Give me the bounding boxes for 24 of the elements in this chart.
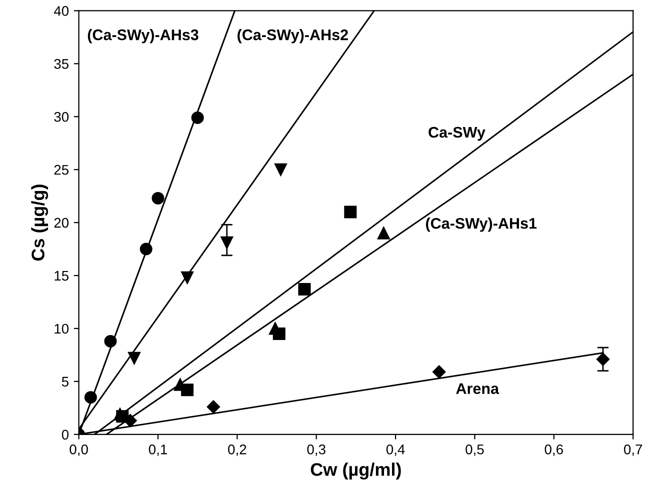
y-tick-label: 40 — [54, 6, 69, 16]
y-tick-label: 10 — [54, 324, 69, 334]
x-tick-label: 0,6 — [544, 444, 563, 456]
x-axis-title: Cw (µg/ml) — [310, 462, 401, 480]
x-tick-label: 0,5 — [466, 444, 484, 456]
annotation: (Ca-SWy)-AHs2 — [238, 29, 348, 44]
annotation: (Ca-SWy)-AHs3 — [88, 29, 198, 44]
y-tick-label: 5 — [62, 376, 69, 387]
y-tick-label: 25 — [54, 164, 69, 175]
y-tick-label: 35 — [54, 59, 69, 69]
annotation: (Ca-SWy)-AHs1 — [426, 218, 537, 232]
x-tick-label: 0,1 — [148, 444, 167, 456]
y-tick-label: 30 — [54, 112, 69, 122]
y-tick-label: 15 — [54, 271, 69, 281]
x-tick-label: 0,4 — [386, 444, 405, 456]
annotation: Arena — [456, 383, 500, 394]
y-tick-label: 20 — [54, 218, 69, 228]
y-tick-label: 0 — [62, 430, 69, 440]
x-tick-label: 0,0 — [70, 444, 88, 456]
annotation: Ca-SWy — [428, 126, 486, 141]
x-tick-label: 0,3 — [307, 444, 326, 456]
x-tick-label: 0,2 — [228, 444, 246, 456]
y-axis-title: Cs (µg/g) — [31, 184, 48, 261]
x-tick-label: 0,7 — [624, 444, 642, 456]
